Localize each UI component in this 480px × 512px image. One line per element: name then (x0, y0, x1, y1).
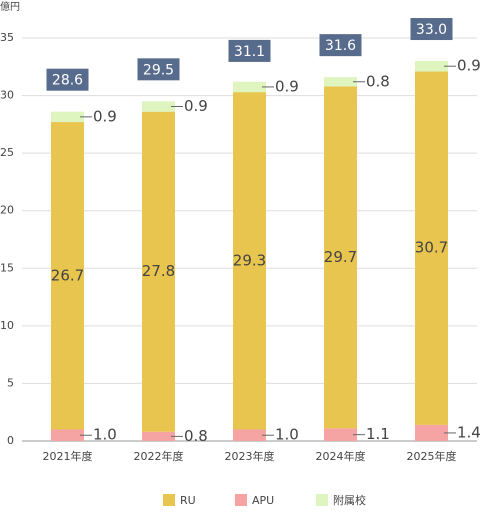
bar-segment (142, 101, 175, 112)
bar-segment (142, 431, 175, 441)
total-box (228, 39, 271, 62)
x-tick-label: 2023年度 (225, 449, 275, 463)
bar-segment (142, 111, 175, 432)
bar-segment (324, 86, 357, 429)
y-tick-label: 25 (0, 146, 14, 159)
total-label: 31.6 (325, 38, 356, 54)
bar-segment (51, 111, 84, 123)
legend-label: RU (180, 494, 196, 507)
x-tick-label: 2022年度 (134, 449, 184, 463)
value-label: 27.8 (142, 262, 175, 280)
legend-swatch (163, 494, 175, 506)
bar-segment (233, 429, 266, 441)
value-label: 0.9 (457, 57, 480, 75)
bar-segment (51, 122, 84, 430)
total-label: 28.6 (52, 73, 83, 89)
value-label: 1.1 (366, 425, 390, 443)
bar-segment (51, 429, 84, 441)
value-label: 0.9 (275, 77, 299, 95)
y-tick-label: 15 (0, 261, 14, 274)
bar-segment (415, 61, 448, 72)
value-label: 1.0 (93, 426, 117, 444)
legend-swatch (235, 494, 247, 506)
bar-segment (324, 77, 357, 87)
bar-segment (233, 81, 266, 93)
x-tick-label: 2021年度 (43, 449, 93, 463)
x-tick-label: 2024年度 (316, 449, 366, 463)
bar-segment (324, 428, 357, 441)
bar-segment (415, 424, 448, 441)
total-label: 29.5 (143, 62, 174, 78)
value-label: 0.9 (184, 97, 208, 115)
value-label: 1.4 (457, 423, 480, 441)
value-label: 1.0 (275, 426, 299, 444)
total-label: 33.0 (416, 22, 447, 38)
value-label: 0.9 (93, 107, 117, 125)
value-label: 29.7 (324, 248, 357, 266)
value-label: 26.7 (51, 266, 84, 284)
bar-segment (233, 92, 266, 430)
y-tick-label: 35 (0, 31, 14, 44)
y-tick-label: 0 (7, 434, 14, 447)
legend-label: APU (252, 494, 274, 507)
total-box (137, 58, 180, 81)
total-label: 31.1 (234, 44, 265, 60)
value-label: 29.3 (233, 251, 266, 269)
x-tick-label: 2025年度 (407, 449, 457, 463)
value-label: 0.8 (184, 427, 208, 445)
bar-segment (415, 71, 448, 425)
value-label: 30.7 (415, 239, 448, 257)
value-label: 0.8 (366, 72, 390, 90)
total-box (319, 34, 362, 57)
total-box (410, 18, 453, 41)
y-tick-label: 5 (7, 376, 14, 389)
y-axis-label: 億円 (0, 0, 20, 13)
y-tick-label: 10 (0, 319, 14, 332)
y-tick-label: 30 (0, 89, 14, 102)
legend-swatch (316, 494, 328, 506)
legend-label: 附属校 (333, 493, 366, 507)
y-tick-label: 20 (0, 204, 14, 217)
total-box (46, 68, 89, 91)
